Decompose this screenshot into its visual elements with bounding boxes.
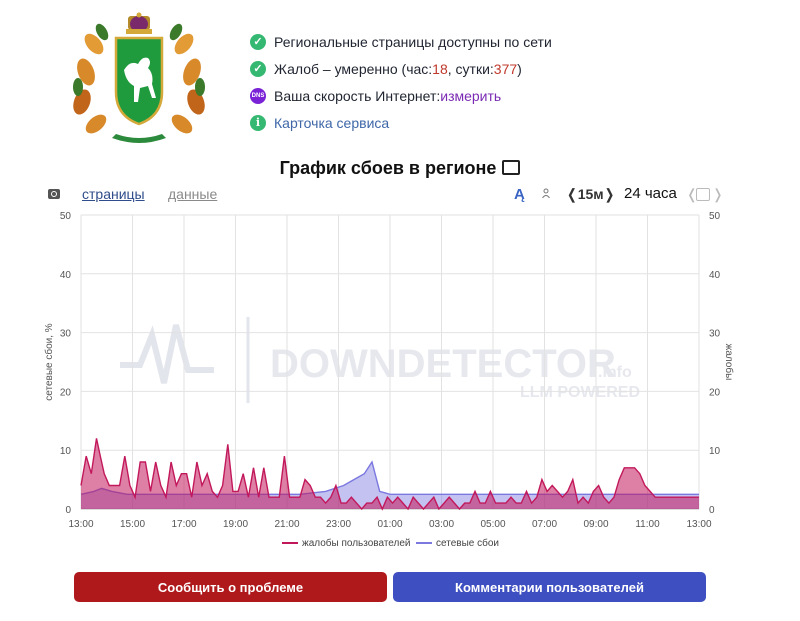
speed-test-link[interactable]: измерить <box>440 87 502 104</box>
x-tick-label: 15:00 <box>120 519 145 530</box>
legend-label-complaints: жалобы пользователей <box>302 537 411 549</box>
prev-range-button[interactable]: ❬ <box>686 186 698 202</box>
x-tick-label: 21:00 <box>274 519 299 530</box>
camera-icon[interactable] <box>48 189 60 199</box>
series-line-complaints <box>80 438 699 511</box>
tab-data[interactable]: данные <box>168 186 218 202</box>
y-tick-label: 10 <box>60 446 72 457</box>
y-tick-label: 50 <box>60 211 72 222</box>
outage-chart: DOWNDETECTOR .info LLM POWERED 0 0 10 10 20 20 30… <box>0 205 800 560</box>
white-horse <box>124 57 156 102</box>
legend-label-outages: сетевые сбои <box>436 537 499 549</box>
x-tick-label: 01:00 <box>377 519 402 530</box>
y2-tick-label: 10 <box>709 446 721 457</box>
watermark-suffix: .info <box>598 364 632 381</box>
y-tick-label: 30 <box>60 329 72 340</box>
check-circle-icon: ✓ <box>250 60 266 77</box>
calendar-icon[interactable] <box>696 188 710 201</box>
oak-wreath-left <box>73 23 109 134</box>
tab-pages[interactable]: страницы <box>82 186 145 202</box>
series-area-complaints <box>81 438 699 509</box>
x-tick-label: 13:00 <box>68 519 93 530</box>
interval-selector[interactable]: ❬15м❭ <box>566 186 616 202</box>
speed-prefix: Ваша скорость Интернет: <box>274 87 441 104</box>
y2-axis-label: жалобы <box>723 344 735 381</box>
chart-style-icon[interactable]: Ą <box>514 186 525 203</box>
x-tick-label: 17:00 <box>171 519 196 530</box>
watermark-pulse-icon <box>120 324 214 384</box>
range-selector[interactable]: 24 часа <box>624 185 677 202</box>
status-sites: ✓ Региональные страницы доступны по сети <box>250 28 552 55</box>
complaints-hour-count: 18 <box>432 60 448 77</box>
user-comments-button[interactable]: Комментарии пользователей <box>393 572 706 602</box>
status-panel: ✓ Региональные страницы доступны по сети… <box>250 28 552 136</box>
x-tick-label: 09:00 <box>583 519 608 530</box>
x-tick-label: 23:00 <box>326 519 351 530</box>
x-tick-label: 11:00 <box>635 519 660 530</box>
status-speed: DNS Ваша скорость Интернет: измерить <box>250 82 552 109</box>
y-tick-label: 0 <box>65 505 71 516</box>
region-emblem <box>72 12 206 148</box>
oak-wreath-right <box>169 23 205 134</box>
watermark-sub: LLM POWERED <box>520 384 640 401</box>
watermark-main: DOWNDETECTOR <box>270 342 616 386</box>
next-range-button[interactable]: ❭ <box>712 186 724 202</box>
monitor-icon <box>502 160 521 175</box>
y2-tick-label: 50 <box>709 211 721 222</box>
page-title: График сбоев в регионе <box>0 158 800 179</box>
status-complaints: ✓ Жалоб – умеренно (час: 18, сутки: 377) <box>250 55 552 82</box>
chart-toolbar: страницы данные Ą ❬15м❭ 24 часа ❬ ❭ <box>48 185 724 206</box>
service-card-link[interactable]: Карточка сервиса <box>274 114 390 131</box>
complaints-day-count: 377 <box>493 60 518 77</box>
y-tick-label: 20 <box>60 387 72 398</box>
x-tick-label: 13:00 <box>686 519 711 530</box>
complaints-suffix: ) <box>517 60 522 77</box>
x-tick-label: 05:00 <box>480 519 505 530</box>
status-card: i Карточка сервиса <box>250 109 552 136</box>
y2-tick-label: 0 <box>709 505 715 516</box>
info-icon: i <box>250 114 266 131</box>
check-circle-icon: ✓ <box>250 33 266 50</box>
outage-chart-svg: DOWNDETECTOR.info LLM POWERED 0 0 10 10 20 20 30… <box>43 211 735 549</box>
y2-tick-label: 20 <box>709 387 721 398</box>
x-tick-label: 03:00 <box>429 519 454 530</box>
crown <box>126 12 152 34</box>
x-tick-label: 19:00 <box>223 519 248 530</box>
report-problem-button[interactable]: Сообщить о проблеме <box>74 572 387 602</box>
y2-tick-label: 40 <box>709 270 721 281</box>
user-icon[interactable] <box>542 188 550 198</box>
status-sites-text: Региональные страницы доступны по сети <box>274 33 552 50</box>
y-tick-label: 40 <box>60 270 72 281</box>
dns-icon: DNS <box>250 87 266 104</box>
x-tick-label: 07:00 <box>532 519 557 530</box>
y-axis-label: сетевые сбои, % <box>43 323 55 401</box>
y2-tick-label: 30 <box>709 329 721 340</box>
complaints-prefix: Жалоб – умеренно (час: <box>274 60 433 77</box>
complaints-mid: , сутки: <box>447 60 494 77</box>
chart-title: График сбоев в регионе <box>279 158 497 178</box>
